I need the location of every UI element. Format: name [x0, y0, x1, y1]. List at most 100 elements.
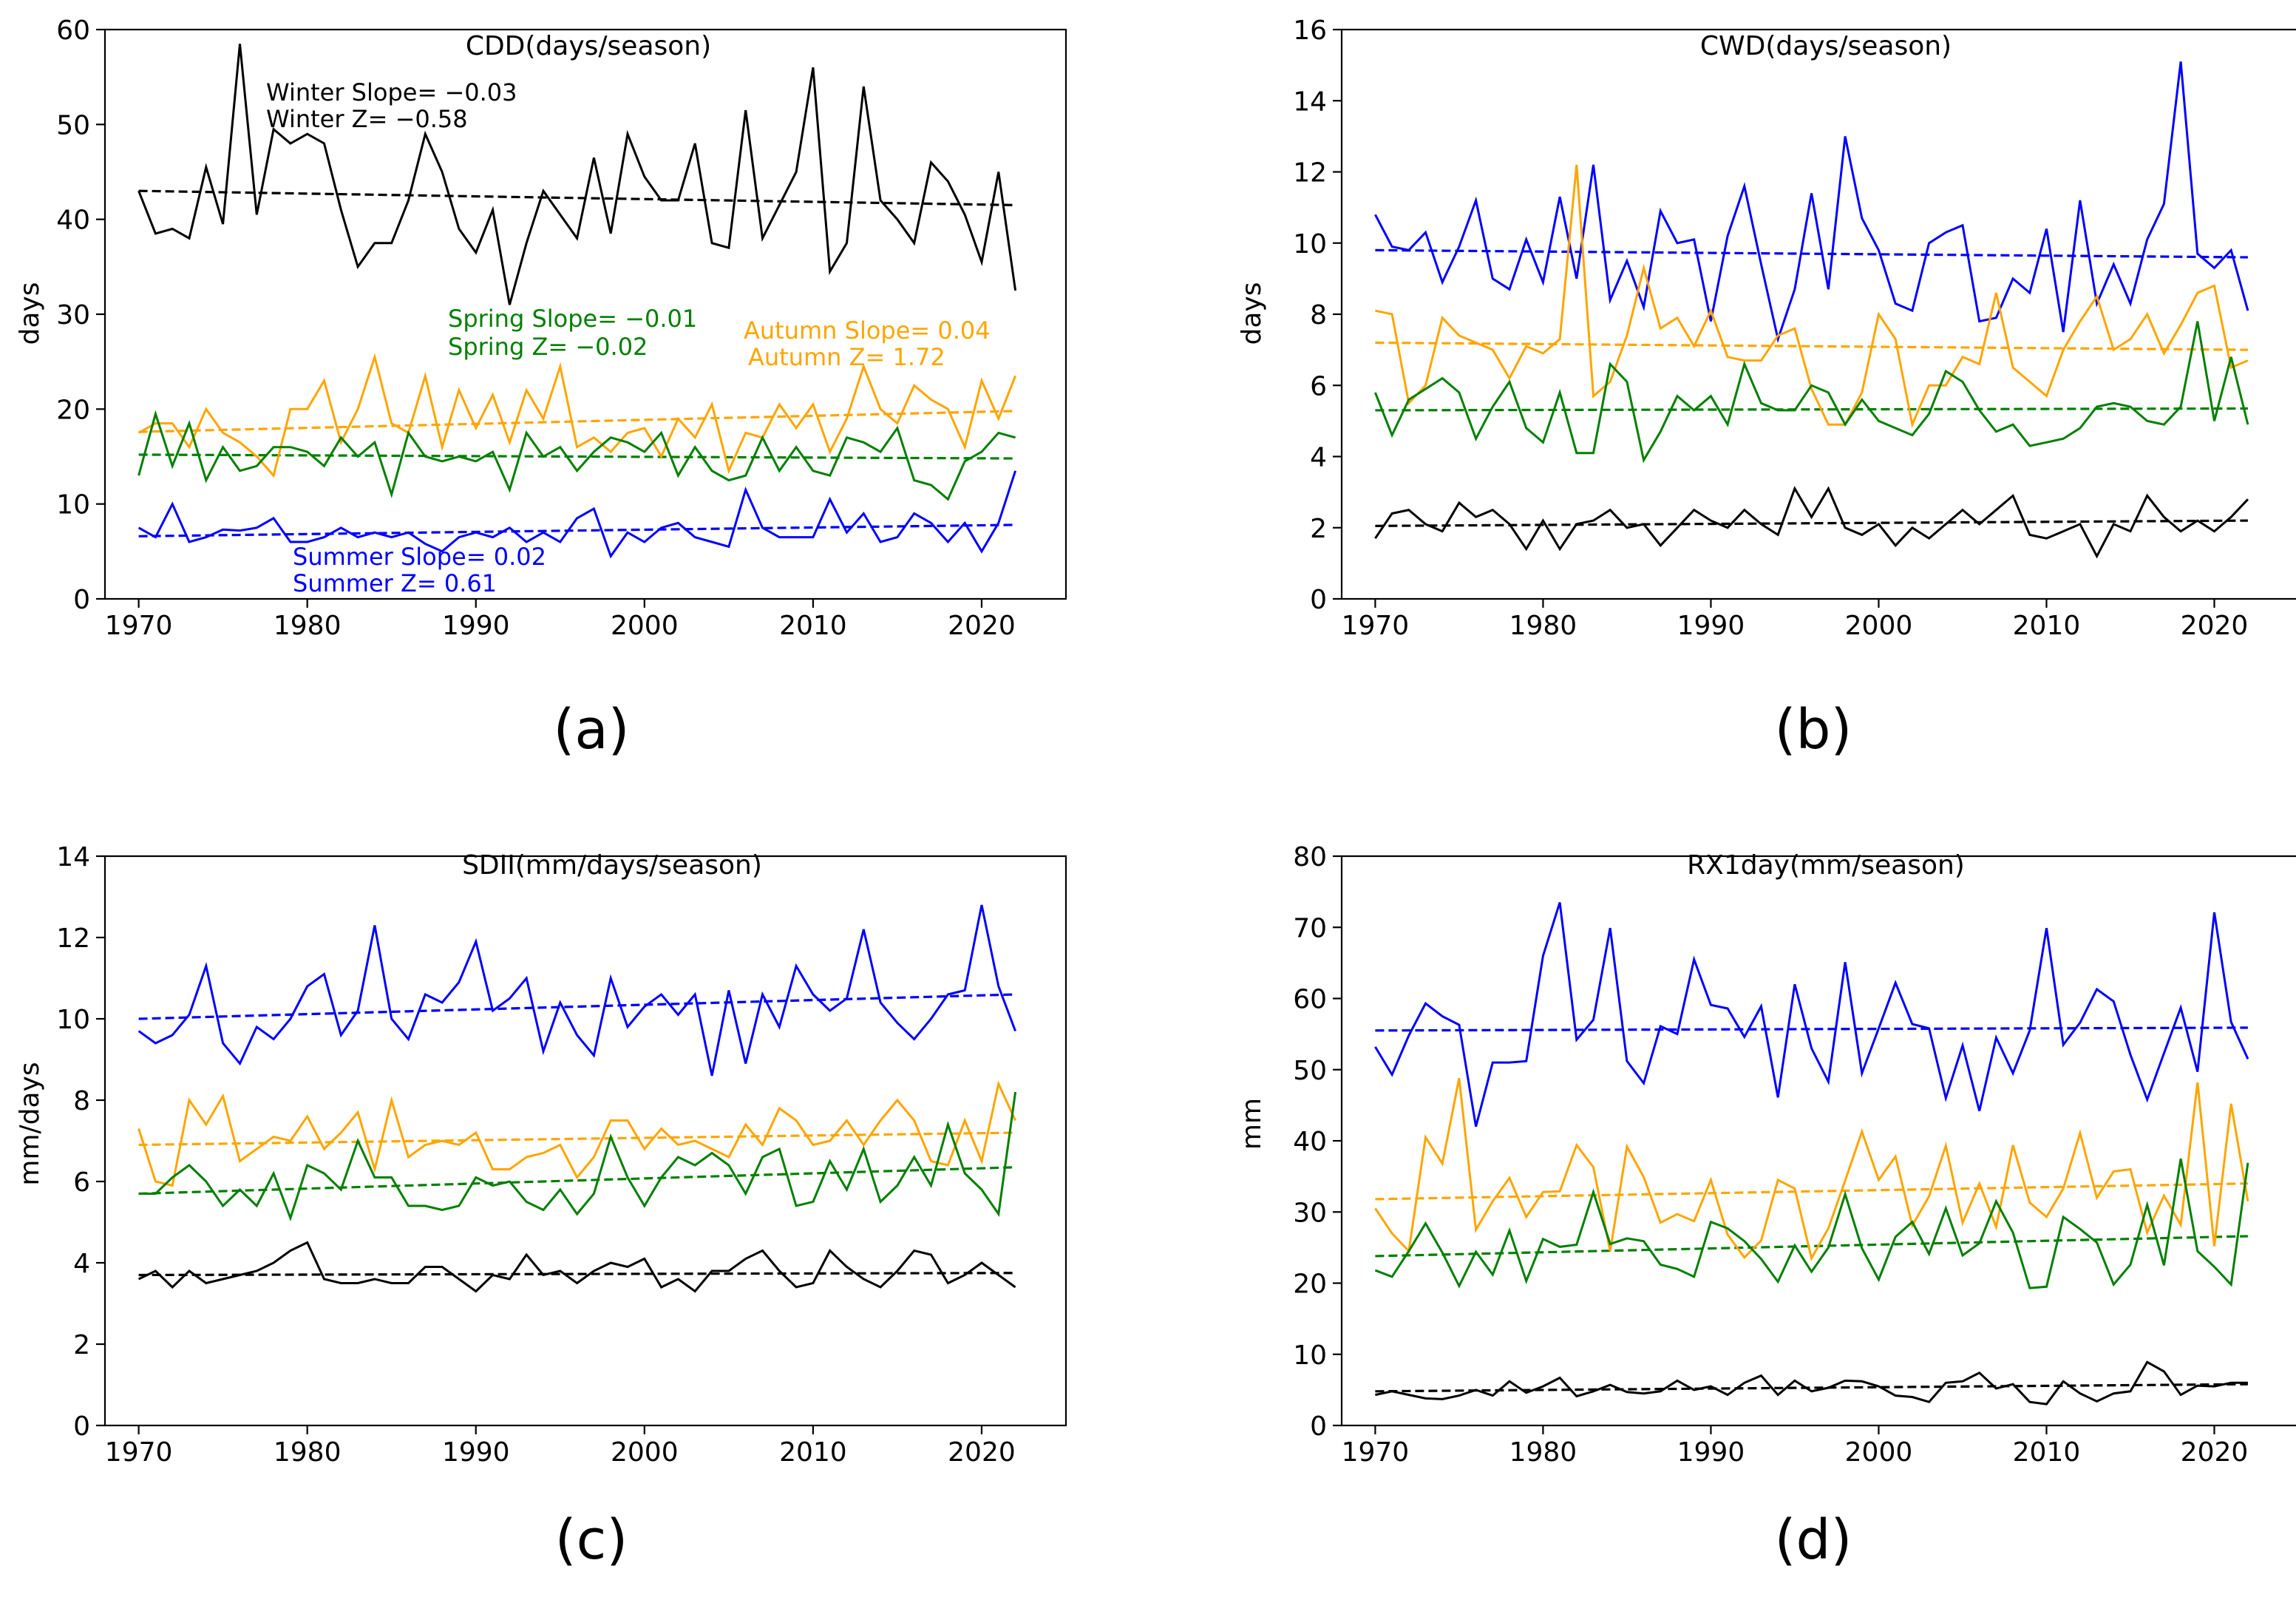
x-tick-label: 1990 — [442, 1437, 510, 1468]
x-tick-label: 2010 — [2013, 1437, 2081, 1468]
y-tick-label: 2 — [73, 1330, 90, 1360]
series-line-winter — [137, 44, 1017, 305]
trend-line-spring — [138, 453, 1016, 460]
x-tick-label: 2020 — [948, 611, 1016, 641]
chart-title: CDD(days/season) — [466, 31, 711, 61]
y-tick-label: 0 — [1310, 1411, 1327, 1442]
y-tick-label: 70 — [1293, 913, 1327, 943]
annotation-autumn-slope: Autumn Slope= 0.04 — [744, 316, 991, 345]
y-tick-label: 12 — [56, 923, 90, 954]
y-tick-label: 40 — [1293, 1127, 1327, 1157]
annotation-summer-z: Summer Z= 0.61 — [293, 569, 497, 597]
trend-line-summer — [1375, 248, 2248, 259]
panel-d: 1970 1980 1990 2000 2010 2020 0 10 20 30 40 50 60 70 8… — [1148, 798, 2296, 1597]
y-tick-label: 0 — [73, 1411, 90, 1442]
series-line-spring — [138, 1091, 1017, 1222]
annotation-spring-slope: Spring Slope= −0.01 — [448, 305, 697, 333]
x-tick-label: 2000 — [611, 611, 679, 641]
panel-b: 1970 1980 1990 2000 2010 2020 0 2 4 6 8 10 12 14 16 CW… — [1148, 0, 2296, 798]
x-tick-label: 2010 — [2013, 611, 2081, 641]
trend-line-winter — [138, 1272, 1016, 1277]
x-tick-label: 1970 — [105, 1437, 173, 1468]
series-line-winter — [1375, 1360, 2248, 1406]
axes-frame — [1340, 855, 2296, 1427]
y-tick-label: 2 — [1310, 514, 1327, 544]
plot-area: 1970 1980 1990 2000 2010 2020 0 10 20 30 40 50 60 70 8… — [1293, 842, 2296, 1468]
y-tick-label: 6 — [73, 1167, 90, 1198]
panel-caption: (a) — [553, 698, 630, 762]
plot-area: 1970 1980 1990 2000 2010 2020 0 10 20 30 40 50 60 — [56, 16, 1067, 641]
y-tick-label: 10 — [1293, 229, 1327, 260]
trend-line-spring — [1375, 1235, 2248, 1258]
y-tick-label: 0 — [73, 585, 90, 615]
panel-a: 1970 1980 1990 2000 2010 2020 0 10 20 30 40 50 60 CD… — [0, 0, 1148, 798]
y-tick-label: 80 — [1293, 842, 1327, 872]
series-line-winter — [137, 1241, 1016, 1293]
trend-line-winter — [1375, 519, 2248, 527]
series-line-summer — [1374, 902, 2249, 1128]
y-tick-label: 12 — [1293, 158, 1327, 189]
x-tick-label: 1980 — [1509, 611, 1577, 641]
plot-area: 1970 1980 1990 2000 2010 2020 0 2 4 6 8 10 12 14 — [56, 842, 1067, 1468]
y-axis-label: mm — [1237, 1098, 1267, 1150]
series-line-spring — [137, 410, 1016, 501]
annotation-autumn-z: Autumn Z= 1.72 — [748, 343, 945, 371]
trend-line-autumn — [1375, 1182, 2248, 1201]
x-tick-label: 1980 — [1509, 1437, 1577, 1468]
annotation-spring-z: Spring Z= −0.02 — [448, 333, 648, 361]
chart-title: RX1day(mm/season) — [1687, 850, 1965, 881]
y-tick-label: 20 — [56, 395, 90, 425]
series-line-autumn — [137, 1080, 1016, 1187]
series-line-winter — [1374, 486, 2249, 559]
chart-sdii: 1970 1980 1990 2000 2010 2020 0 2 4 6 8 10 12 14 SDII… — [15, 842, 1067, 1468]
chart-cdd: 1970 1980 1990 2000 2010 2020 0 10 20 30 40 50 60 CD… — [15, 16, 1067, 641]
y-tick-label: 10 — [56, 1005, 90, 1035]
y-tick-label: 6 — [1310, 371, 1327, 401]
x-tick-label: 1970 — [105, 611, 173, 641]
annotation-winter-z: Winter Z= −0.58 — [266, 105, 468, 133]
y-axis-label: days — [15, 282, 45, 345]
trend-line-winter — [1375, 1383, 2248, 1393]
x-tick-label: 2020 — [2181, 611, 2249, 641]
chart-title: CWD(days/season) — [1700, 31, 1952, 61]
x-tick-label: 1980 — [274, 611, 342, 641]
x-tick-label: 2000 — [611, 1437, 679, 1468]
series-line-autumn — [137, 353, 1016, 478]
y-axis-label: mm/days — [15, 1062, 45, 1185]
trend-line-autumn — [1375, 341, 2248, 351]
series-line-summer — [137, 470, 1017, 559]
series-line-summer — [1374, 61, 2249, 344]
chart-rx1day: 1970 1980 1990 2000 2010 2020 0 10 20 30 40 50 60 70 8… — [1237, 842, 2296, 1468]
y-tick-label: 8 — [1310, 300, 1327, 330]
y-tick-label: 40 — [56, 206, 90, 236]
series-line-autumn — [1375, 164, 2249, 429]
trend-line-summer — [1375, 1026, 2248, 1032]
y-tick-label: 10 — [1293, 1340, 1327, 1371]
y-tick-label: 14 — [1293, 87, 1327, 117]
x-tick-label: 1990 — [442, 611, 510, 641]
y-tick-label: 14 — [56, 842, 90, 872]
x-tick-label: 1990 — [1677, 611, 1745, 641]
y-tick-label: 50 — [1293, 1056, 1327, 1086]
x-tick-label: 2000 — [1845, 1437, 1913, 1468]
x-tick-label: 1970 — [1342, 1437, 1410, 1468]
panel-caption: (c) — [554, 1508, 628, 1572]
x-tick-label: 1980 — [274, 1437, 342, 1468]
trend-line-autumn — [138, 410, 1016, 433]
y-tick-label: 0 — [1310, 585, 1327, 615]
axes-frame — [103, 855, 1067, 1427]
series-line-spring — [1374, 1158, 2249, 1289]
y-tick-label: 4 — [73, 1249, 90, 1279]
y-tick-label: 16 — [1293, 16, 1327, 46]
panel-c: 1970 1980 1990 2000 2010 2020 0 2 4 6 8 10 12 14 SDII… — [0, 798, 1148, 1597]
series-line-summer — [137, 904, 1017, 1076]
series-line-spring — [1374, 321, 2249, 464]
y-tick-label: 20 — [1293, 1269, 1327, 1300]
y-tick-label: 30 — [56, 300, 90, 330]
y-tick-label: 60 — [56, 16, 90, 46]
chart-title: SDII(mm/days/season) — [462, 850, 762, 881]
x-tick-label: 2020 — [2181, 1437, 2249, 1468]
y-tick-label: 10 — [56, 490, 90, 521]
y-tick-label: 50 — [56, 110, 90, 140]
chart-cwd: 1970 1980 1990 2000 2010 2020 0 2 4 6 8 10 12 14 16 CW… — [1237, 16, 2296, 641]
